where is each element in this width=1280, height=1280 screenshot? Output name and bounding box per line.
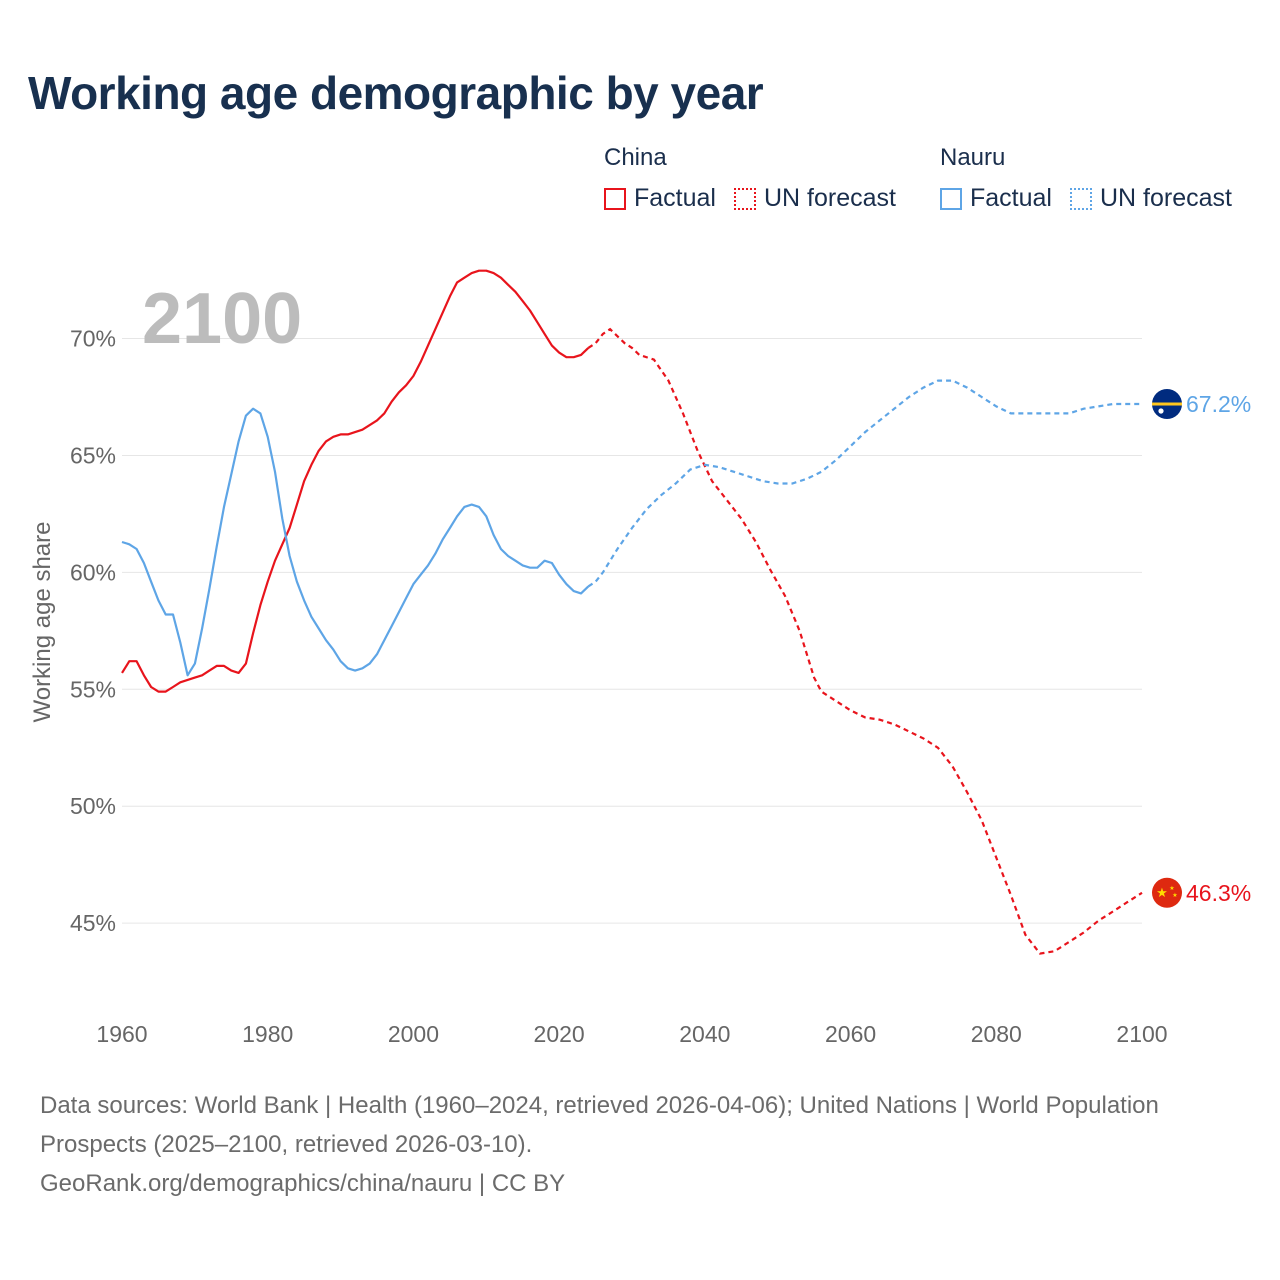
legend-label: UN forecast <box>1099 184 1232 212</box>
legend-swatch-solid <box>940 187 962 210</box>
legend-swatch-dotted <box>733 187 756 210</box>
legend-group-nauru: Nauru Factual UN forecast <box>940 144 1250 213</box>
year-watermark: 2100 <box>142 279 302 359</box>
x-axis: 1960 1980 2000 2020 2040 2060 2080 2100 <box>96 1021 1167 1047</box>
x-tick-label: 2060 <box>825 1021 876 1047</box>
series-line-nauru-factual <box>121 407 590 677</box>
x-tick-label: 2020 <box>534 1021 585 1047</box>
legend-nauru-factual[interactable]: Factual <box>940 184 1052 213</box>
legend-china-factual[interactable]: Factual <box>604 184 716 213</box>
legend-label: Factual <box>634 184 716 212</box>
svg-text:★: ★ <box>1172 892 1177 899</box>
series-line-china-forecast <box>587 327 1143 955</box>
legend-group-name: China <box>604 144 667 171</box>
end-markers: ★ ★★ 46.3%67.2% <box>1152 389 1251 908</box>
x-tick-label: 2000 <box>388 1021 439 1047</box>
end-value-label-china: 46.3% <box>1186 880 1251 906</box>
flag-nauru-icon <box>1152 389 1182 420</box>
x-tick-label: 2080 <box>971 1021 1022 1047</box>
svg-text:★: ★ <box>1169 885 1174 892</box>
x-tick-label: 2100 <box>1116 1021 1167 1047</box>
legend-swatch-dotted <box>1069 187 1092 210</box>
y-tick-label: 70% <box>70 326 116 352</box>
y-axis-label: Working age share <box>29 522 56 723</box>
x-tick-label: 1960 <box>96 1021 147 1047</box>
legend-group-china: China Factual UN forecast <box>604 144 914 213</box>
legend-label: Factual <box>970 184 1052 212</box>
x-tick-label: 1980 <box>242 1021 293 1047</box>
y-tick-label: 60% <box>70 559 116 585</box>
line-chart: 2100 45% 50% 55% 60% 65% 70% 1960 1980 2000 2020… <box>29 269 1251 1047</box>
footer: Data sources: World Bank | Health (1960–… <box>40 1086 1220 1203</box>
y-axis: 45% 50% 55% 60% 65% 70% <box>70 326 116 937</box>
series-line-nauru-forecast <box>587 379 1142 588</box>
series-line-china-factual <box>121 269 590 693</box>
legend-china-forecast[interactable]: UN forecast <box>733 184 896 213</box>
y-tick-label: 50% <box>70 793 116 819</box>
legend-swatch-solid <box>604 187 626 210</box>
y-tick-label: 45% <box>70 910 116 936</box>
data-sources: Data sources: World Bank | Health (1960–… <box>40 1092 1159 1158</box>
chart-title: Working age demographic by year <box>28 67 764 119</box>
legend-nauru-forecast[interactable]: UN forecast <box>1069 184 1232 213</box>
legend-group-name: Nauru <box>940 144 1006 171</box>
end-value-label-nauru: 67.2% <box>1186 391 1251 417</box>
svg-text:★: ★ <box>1156 886 1168 901</box>
y-tick-label: 65% <box>70 442 116 468</box>
grid-lines <box>122 338 1142 924</box>
series-lines <box>121 269 1143 955</box>
y-tick-label: 55% <box>70 676 116 702</box>
flag-china-icon: ★ ★★ <box>1152 877 1182 908</box>
legend-label: UN forecast <box>763 184 896 212</box>
x-tick-label: 2040 <box>679 1021 730 1047</box>
attribution: GeoRank.org/demographics/china/nauru | C… <box>40 1170 566 1197</box>
